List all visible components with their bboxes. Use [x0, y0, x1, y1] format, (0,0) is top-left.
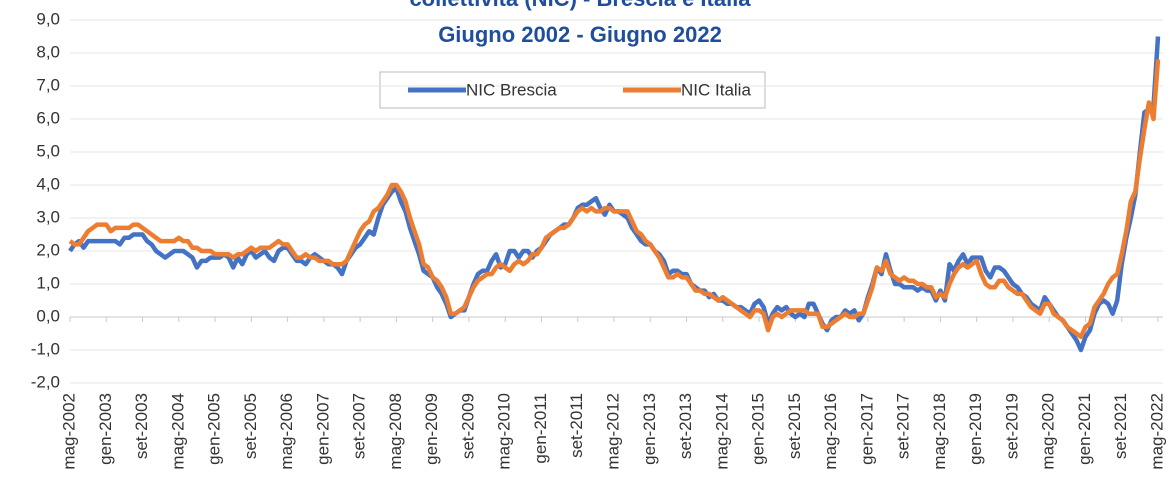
- x-tick-label: gen-2005: [205, 393, 224, 465]
- x-tick-label: gen-2021: [1075, 393, 1094, 465]
- y-tick-label: -1,0: [31, 339, 60, 358]
- x-tick-label: set-2019: [1002, 393, 1021, 459]
- x-tick-label: gen-2009: [422, 393, 441, 465]
- x-tick-label: set-2003: [132, 393, 151, 459]
- x-tick-label: mag-2004: [168, 393, 187, 470]
- x-tick-label: set-2005: [241, 393, 260, 459]
- x-tick-label: mag-2022: [1147, 393, 1166, 470]
- x-tick-label: set-2017: [894, 393, 913, 459]
- x-tick-label: gen-2015: [749, 393, 768, 465]
- x-tick-label: set-2015: [785, 393, 804, 459]
- y-tick-label: 7,0: [36, 75, 60, 94]
- x-tick-label: set-2021: [1111, 393, 1130, 459]
- x-tick-label: gen-2007: [313, 393, 332, 465]
- legend-label: NIC Italia: [681, 80, 751, 99]
- legend-label: NIC Brescia: [466, 80, 557, 99]
- x-tick-label: mag-2016: [821, 393, 840, 470]
- y-tick-label: 1,0: [36, 273, 60, 292]
- x-tick-label: mag-2020: [1039, 393, 1058, 470]
- y-tick-label: 5,0: [36, 141, 60, 160]
- series-line: [68, 59, 1161, 340]
- chart-title: collettività (NIC) - Brescia e Italia: [409, 0, 751, 11]
- y-tick-label: 3,0: [36, 207, 60, 226]
- x-tick-label: gen-2013: [640, 393, 659, 465]
- x-tick-label: mag-2014: [712, 393, 731, 470]
- x-tick-label: set-2007: [350, 393, 369, 459]
- y-tick-label: 2,0: [36, 240, 60, 259]
- y-tick-label: 9,0: [36, 9, 60, 28]
- x-tick-label: set-2009: [458, 393, 477, 459]
- y-tick-label: -2,0: [31, 372, 60, 391]
- x-tick-label: mag-2012: [603, 393, 622, 470]
- x-tick-label: set-2011: [567, 393, 586, 458]
- x-tick-label: mag-2008: [386, 393, 405, 470]
- x-tick-label: set-2013: [676, 393, 695, 459]
- x-tick-label: mag-2006: [277, 393, 296, 470]
- x-tick-label: gen-2019: [966, 393, 985, 465]
- x-tick-label: gen-2003: [96, 393, 115, 465]
- x-tick-label: gen-2017: [857, 393, 876, 465]
- x-tick-label: gen-2011: [531, 393, 550, 464]
- y-tick-label: 4,0: [36, 174, 60, 193]
- x-tick-label: mag-2010: [495, 393, 514, 470]
- x-tick-label: mag-2002: [59, 393, 78, 470]
- y-tick-label: 0,0: [36, 306, 60, 325]
- y-tick-label: 8,0: [36, 42, 60, 61]
- x-tick-label: mag-2018: [930, 393, 949, 470]
- chart-subtitle: Giugno 2002 - Giugno 2022: [438, 22, 722, 47]
- y-tick-label: 6,0: [36, 108, 60, 127]
